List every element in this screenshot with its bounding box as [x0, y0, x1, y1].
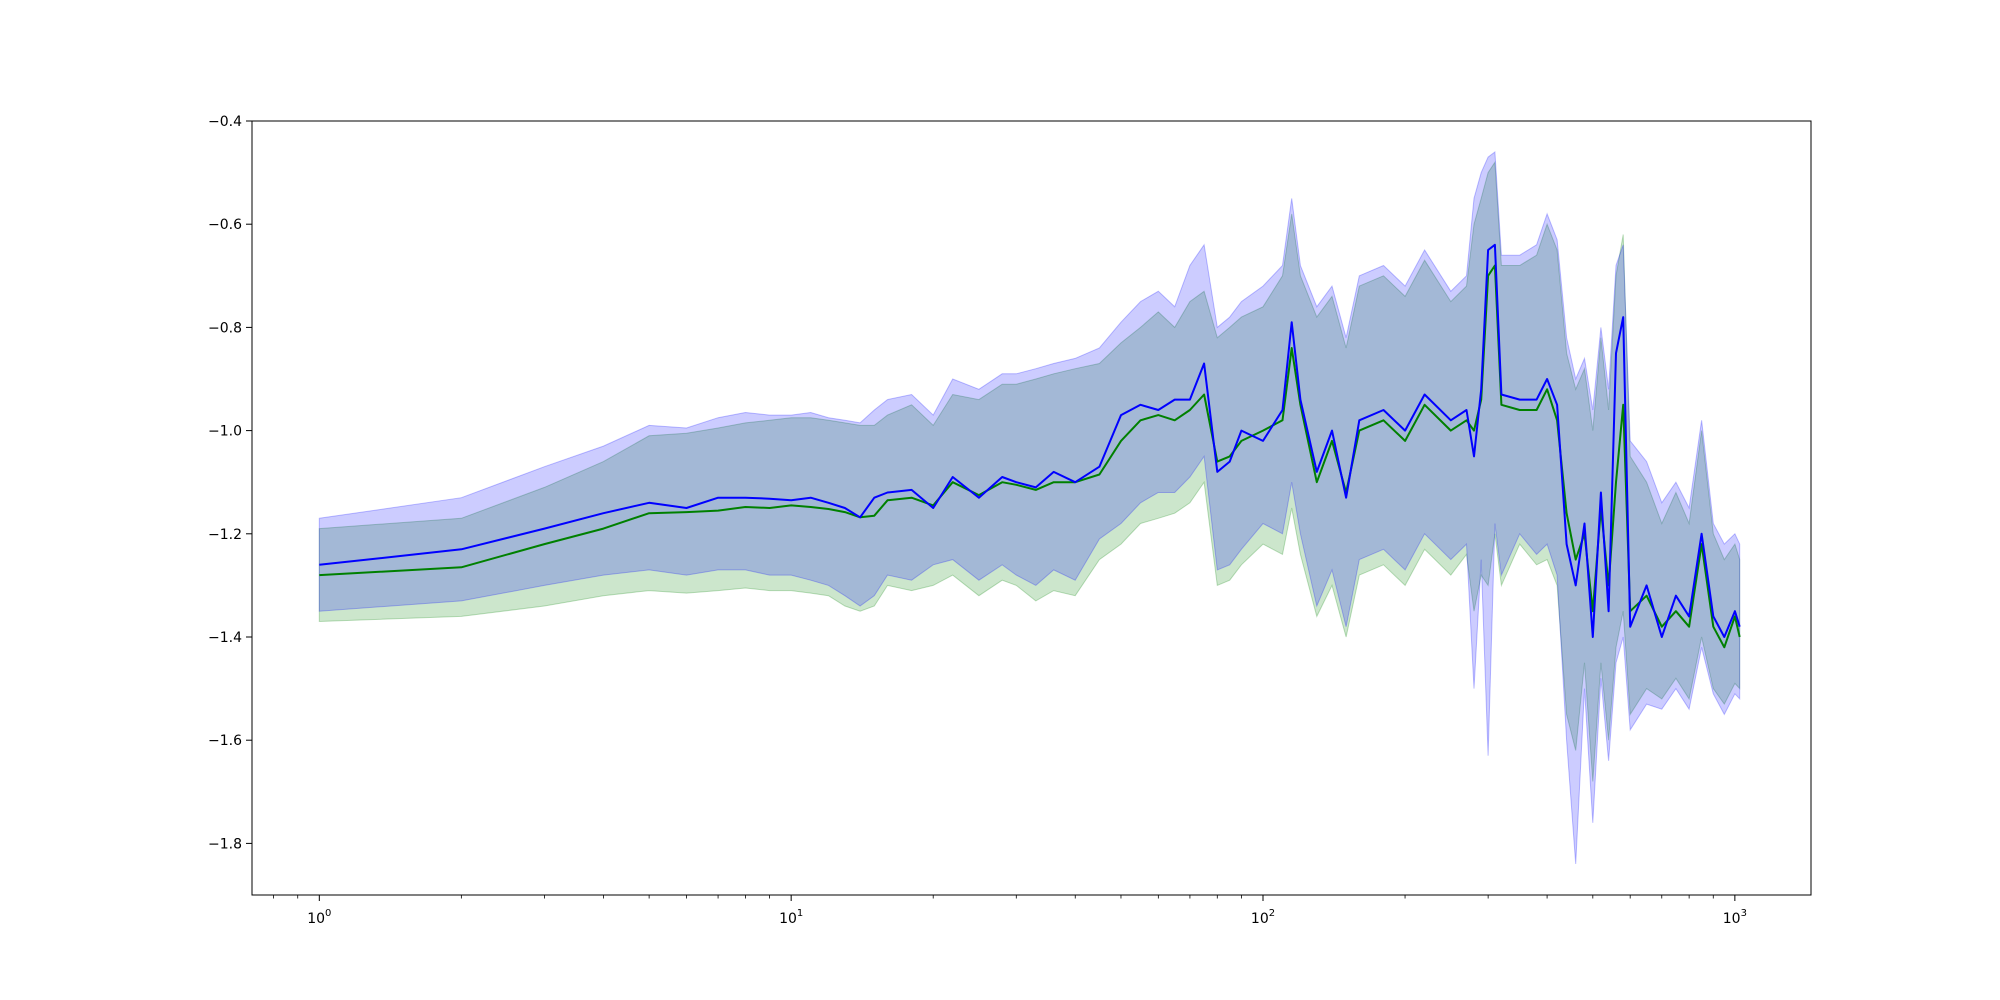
x-tick-label-base: 10: [1251, 911, 1269, 927]
y-tick-label: −1.0: [208, 424, 242, 440]
y-tick-label: −1.2: [208, 527, 242, 543]
y-tick-label: −0.4: [208, 114, 242, 130]
y-tick-label: −1.8: [208, 836, 242, 852]
y-tick-label: −1.6: [208, 733, 242, 749]
x-tick-label: 101: [779, 908, 803, 927]
x-tick-label-base: 10: [779, 911, 797, 927]
x-tick-label-exponent: 2: [1269, 908, 1275, 919]
x-tick-label: 103: [1723, 908, 1747, 927]
x-tick-label: 102: [1251, 908, 1275, 927]
series-0-band: [318, 160, 1741, 782]
x-axis: 100 101 102 103: [273, 895, 1747, 927]
x-tick-label-exponent: 0: [325, 908, 331, 919]
y-tick-label: −1.4: [208, 630, 242, 646]
plot-frame: [251, 120, 1812, 896]
series-lines: [319, 243, 1741, 649]
x-tick-label: 100: [307, 908, 331, 927]
x-tick-label-exponent: 1: [797, 908, 803, 919]
x-tick-label-base: 10: [1723, 911, 1741, 927]
y-tick-label: −0.8: [208, 320, 242, 336]
y-axis: −0.4 −0.6 −0.8 −1.0 −1.2 −1.4 −1.6 −1.8: [208, 114, 252, 852]
confidence-bands: [318, 151, 1741, 865]
x-tick-label-exponent: 3: [1741, 908, 1747, 919]
series-1-line: [319, 243, 1741, 638]
series-1-band: [318, 151, 1741, 865]
y-tick-label: −0.6: [208, 217, 242, 233]
x-tick-label-base: 10: [307, 911, 325, 927]
